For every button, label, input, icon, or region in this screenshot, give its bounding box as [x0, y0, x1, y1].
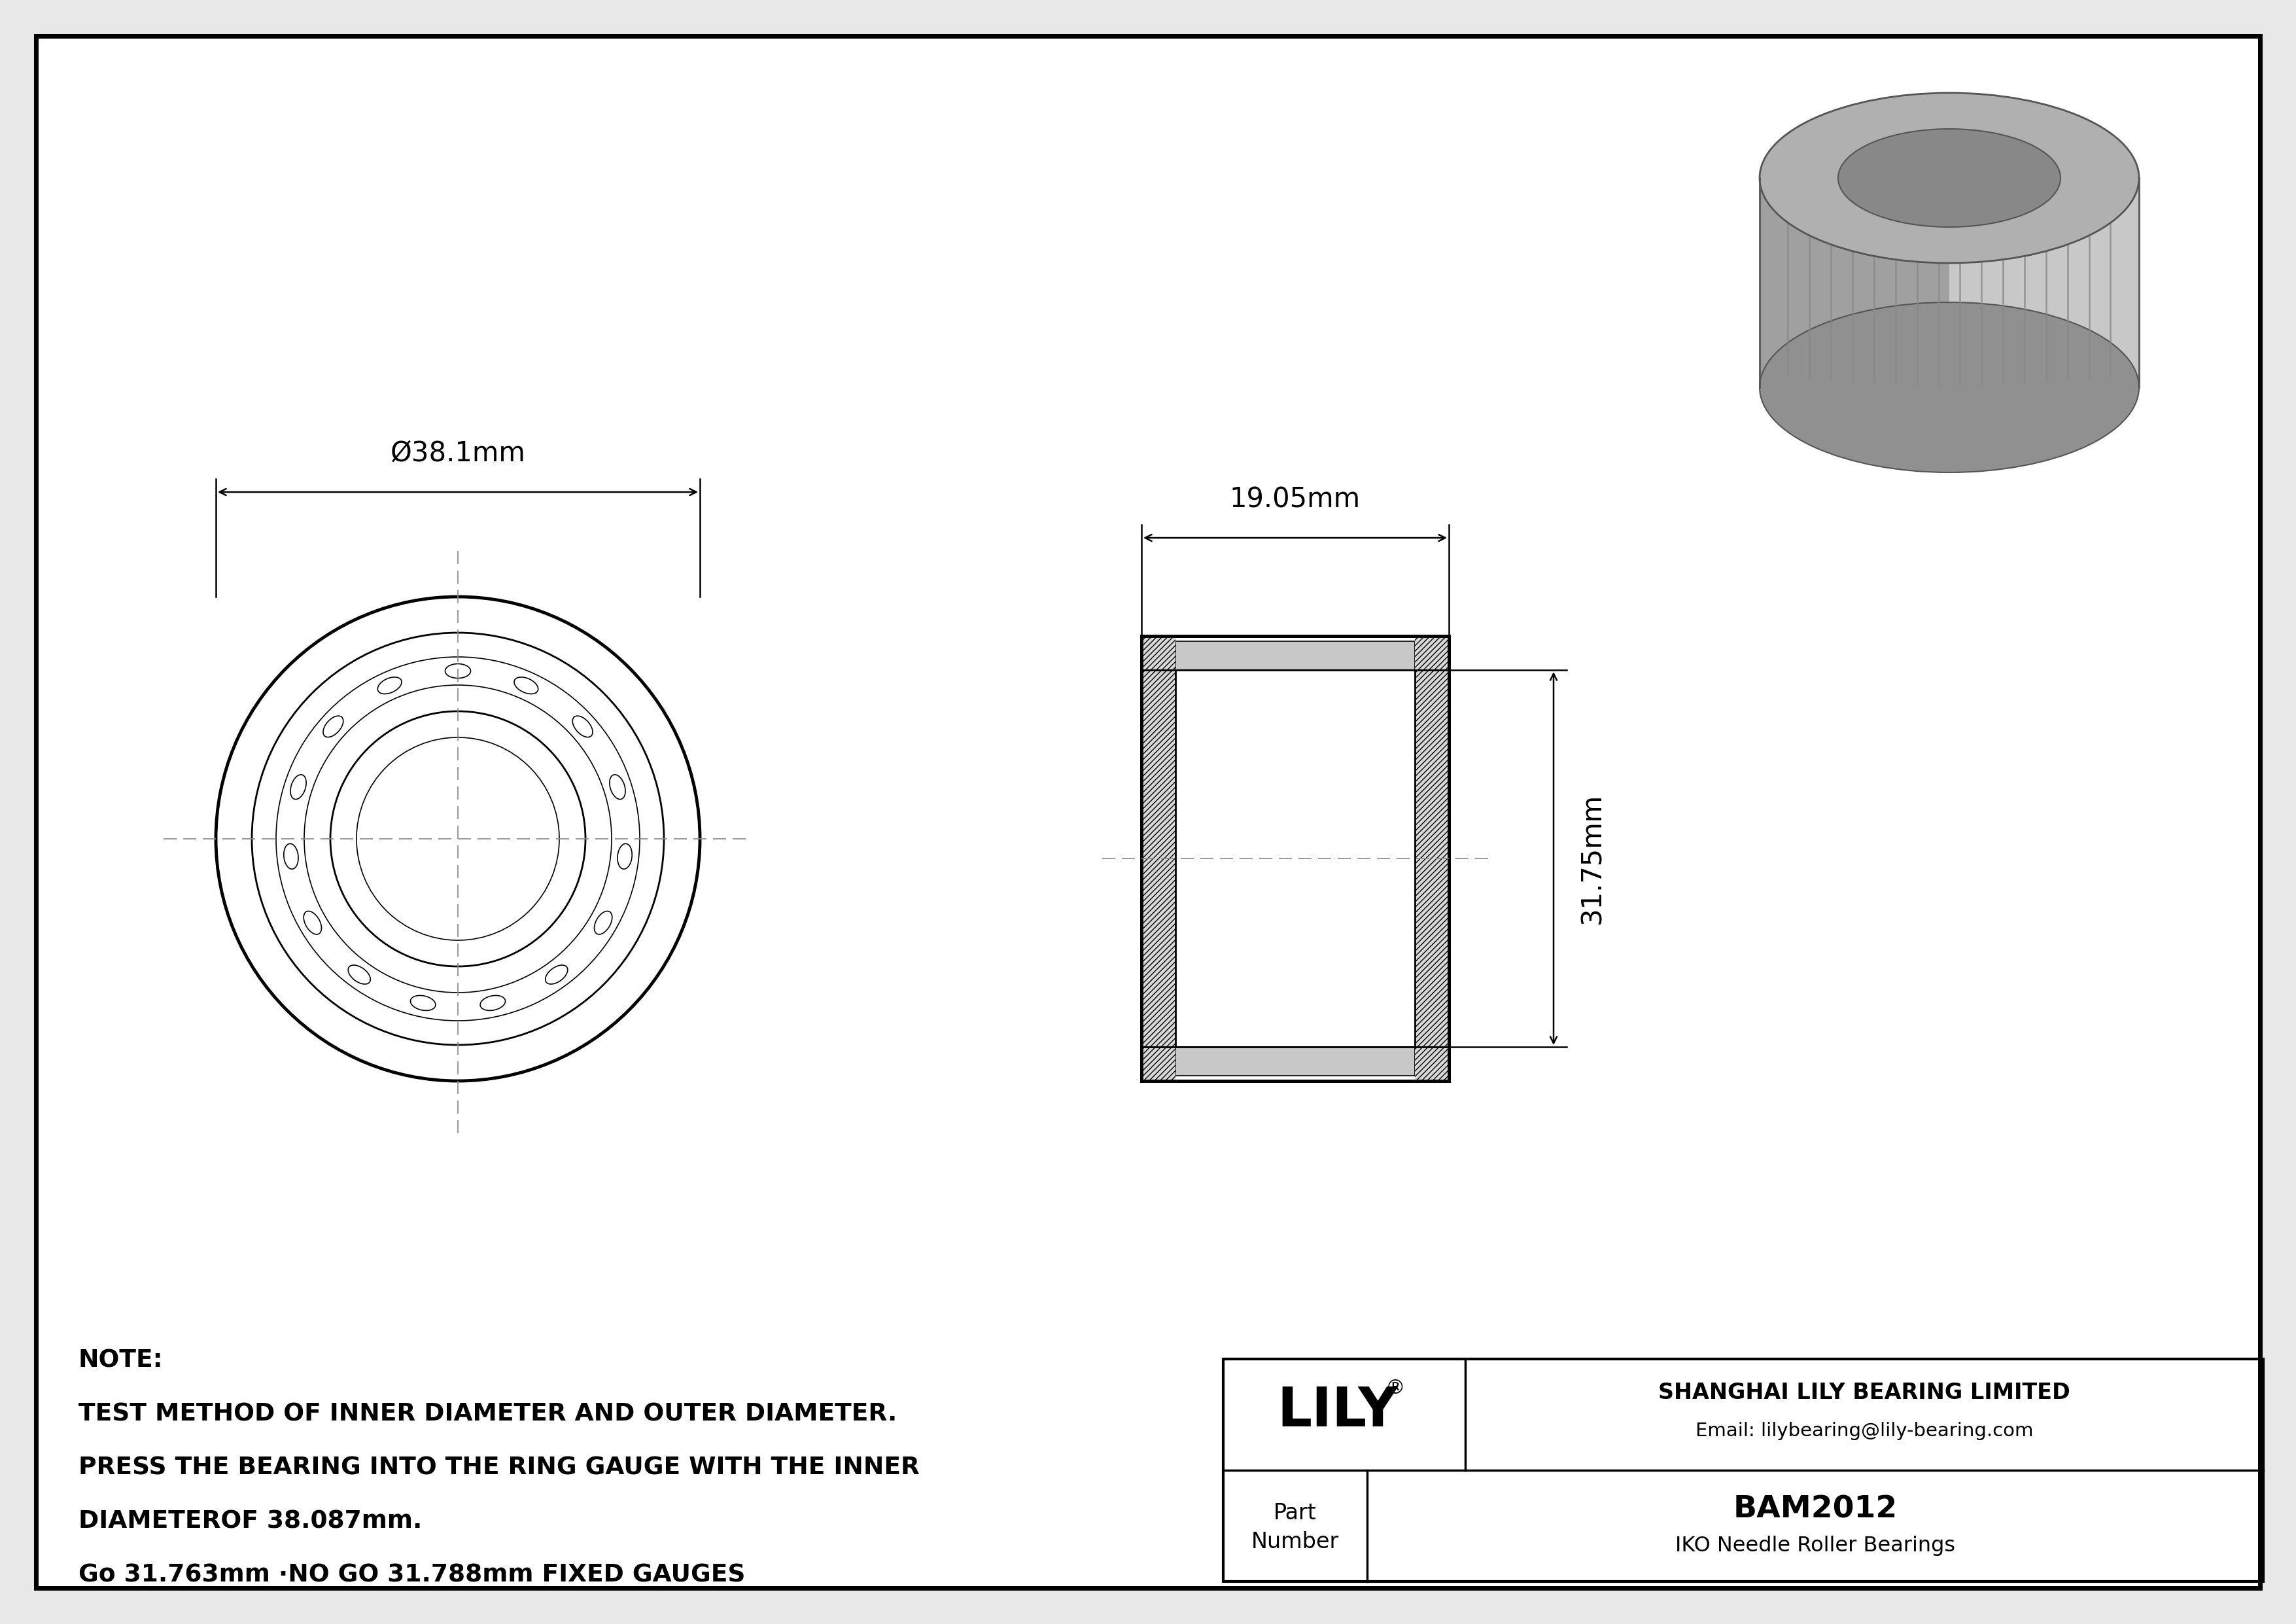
Text: ®: ® [1384, 1379, 1405, 1397]
Text: Number: Number [1251, 1531, 1339, 1553]
Circle shape [253, 633, 664, 1044]
Text: Email: lilybearing@lily-bearing.com: Email: lilybearing@lily-bearing.com [1694, 1423, 2034, 1440]
Bar [1224, 1359, 2264, 1582]
Polygon shape [1759, 172, 1949, 395]
Text: IKO Needle Roller Bearings: IKO Needle Roller Bearings [1676, 1535, 1956, 1556]
Ellipse shape [1759, 93, 2140, 263]
Bar [1176, 1047, 1414, 1075]
Circle shape [331, 711, 585, 966]
Text: 31.75mm: 31.75mm [1577, 793, 1605, 924]
Text: 19.05mm: 19.05mm [1231, 486, 1362, 513]
Text: TEST METHOD OF INNER DIAMETER AND OUTER DIAMETER.: TEST METHOD OF INNER DIAMETER AND OUTER … [78, 1403, 898, 1426]
Bar [1141, 637, 1176, 1082]
Text: Part: Part [1274, 1502, 1316, 1523]
Text: SHANGHAI LILY BEARING LIMITED: SHANGHAI LILY BEARING LIMITED [1658, 1382, 2071, 1403]
Text: Ø38.1mm: Ø38.1mm [390, 440, 526, 468]
Bar [1141, 637, 1449, 1082]
Text: PRESS THE BEARING INTO THE RING GAUGE WITH THE INNER: PRESS THE BEARING INTO THE RING GAUGE WI… [78, 1457, 921, 1479]
Circle shape [356, 737, 560, 940]
Ellipse shape [1759, 302, 2140, 473]
Text: BAM2012: BAM2012 [1733, 1494, 1896, 1525]
Text: DIAMETEROF 38.087mm.: DIAMETEROF 38.087mm. [78, 1510, 422, 1533]
Text: Go 31.763mm ·NO GO 31.788mm FIXED GAUGES: Go 31.763mm ·NO GO 31.788mm FIXED GAUGES [78, 1564, 746, 1587]
Bar [1176, 641, 1414, 671]
Polygon shape [1949, 172, 2140, 395]
Ellipse shape [1839, 128, 2060, 227]
Bar [1141, 637, 1449, 1082]
Circle shape [216, 596, 700, 1082]
Bar [1414, 637, 1449, 1082]
Text: NOTE:: NOTE: [78, 1350, 163, 1372]
Text: LILY: LILY [1277, 1385, 1398, 1437]
